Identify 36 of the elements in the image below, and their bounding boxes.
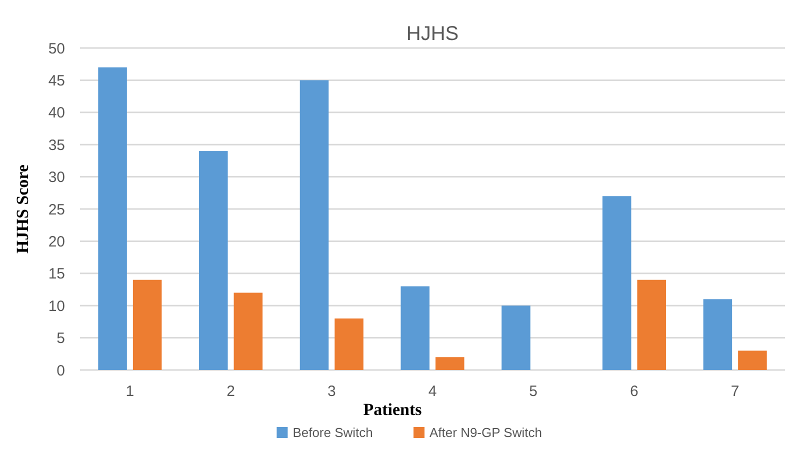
x-tick-label: 5 bbox=[529, 383, 538, 400]
y-tick-label: 10 bbox=[48, 298, 65, 315]
bar bbox=[234, 292, 263, 370]
bar bbox=[502, 306, 530, 370]
x-tick-label: 4 bbox=[428, 383, 437, 400]
bar bbox=[436, 357, 464, 370]
y-tick-label: 40 bbox=[48, 104, 65, 122]
y-tick-label: 35 bbox=[48, 136, 65, 154]
x-tick-label: 3 bbox=[327, 383, 336, 400]
x-tick-label: 7 bbox=[730, 383, 740, 400]
y-tick-label: 30 bbox=[48, 169, 65, 186]
bar bbox=[334, 318, 364, 370]
y-tick-label: 15 bbox=[48, 266, 65, 283]
bar bbox=[400, 286, 430, 370]
legend-label: Before Switch bbox=[292, 425, 373, 440]
y-tick-label: 20 bbox=[48, 233, 65, 250]
bar bbox=[132, 280, 162, 370]
y-tick-label: 50 bbox=[48, 40, 65, 58]
y-tick-label: 5 bbox=[56, 330, 65, 348]
y-axis-title: HJHS Score bbox=[13, 164, 32, 254]
x-tick-label: 6 bbox=[630, 383, 638, 400]
bar bbox=[98, 67, 127, 370]
bar bbox=[637, 280, 666, 370]
y-tick-label: 25 bbox=[48, 201, 65, 218]
bar bbox=[738, 350, 767, 370]
bar bbox=[199, 151, 228, 370]
bar bbox=[300, 80, 329, 370]
chart-title: HJHS bbox=[406, 23, 459, 45]
x-tick-label: 2 bbox=[226, 383, 235, 400]
y-tick-label: 45 bbox=[48, 72, 65, 90]
x-tick-label: 1 bbox=[126, 383, 134, 400]
x-axis-title: Patients bbox=[363, 400, 422, 419]
bar bbox=[703, 299, 732, 370]
y-tick-label: 0 bbox=[56, 362, 65, 380]
bar bbox=[602, 196, 632, 370]
legend-label: After N9-GP Switch bbox=[430, 425, 542, 440]
